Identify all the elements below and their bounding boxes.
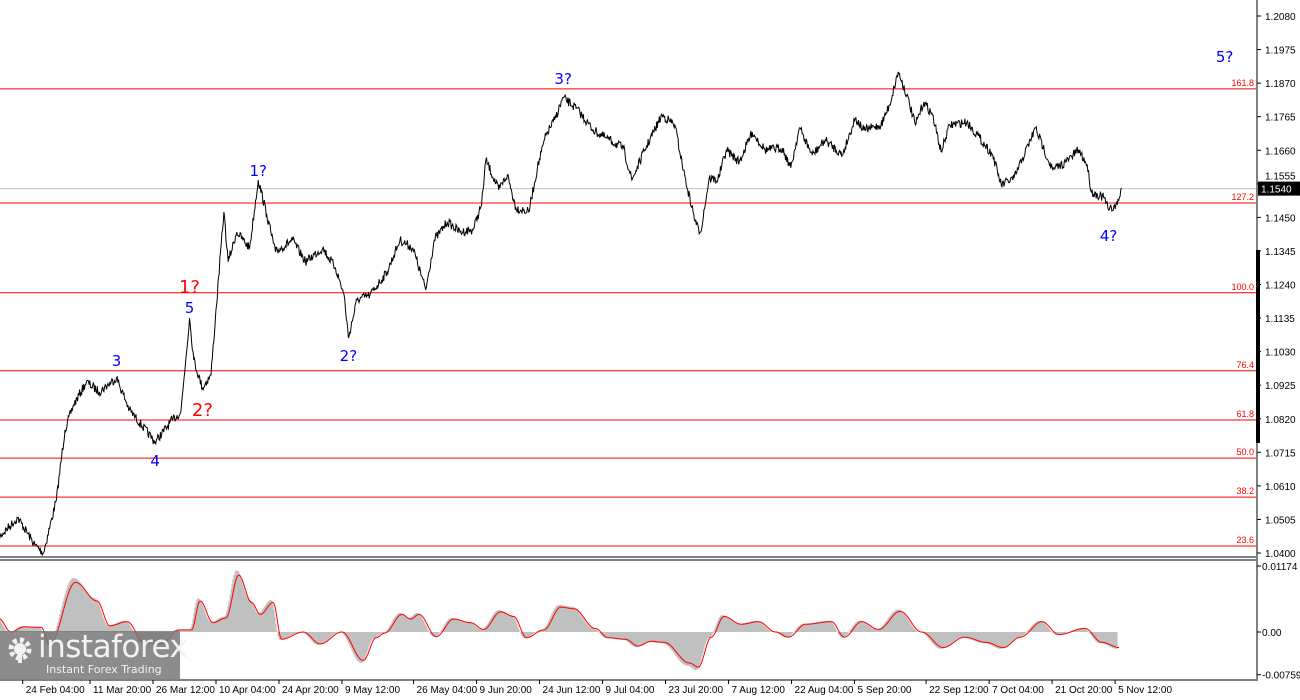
time-tick-label: 5 Nov 12:00: [1118, 685, 1172, 696]
wave-label: 3: [112, 352, 122, 370]
time-tick-label: 9 Jun 20:00: [480, 685, 533, 696]
time-tick-label: 22 Aug 04:00: [795, 685, 854, 696]
price-tick-label: 1.0820: [1265, 415, 1296, 426]
fib-level-label: 23.6: [1236, 535, 1254, 545]
price-tick-label: 1.1450: [1265, 213, 1296, 224]
time-tick-label: 7 Aug 12:00: [732, 685, 786, 696]
time-tick-label: 26 Mar 12:00: [156, 685, 215, 696]
price-tick-label: 1.1975: [1265, 46, 1296, 57]
current-price-tag: [1258, 181, 1300, 196]
wave-label: 2?: [340, 347, 358, 365]
price-tick-label: 1.1870: [1265, 79, 1296, 90]
price-tick-label: 1.0505: [1265, 515, 1296, 526]
time-tick-label: 9 May 12:00: [345, 685, 400, 696]
time-tick-label: 24 Jun 12:00: [543, 685, 601, 696]
current-price-label: 1.1540: [1261, 185, 1292, 196]
time-tick-label: 7 Oct 04:00: [992, 685, 1044, 696]
price-tick-label: 1.1765: [1265, 113, 1296, 124]
time-tick-label: 11 Mar 20:00: [93, 685, 152, 696]
logo-tagline: Instant Forex Trading: [46, 663, 162, 676]
oscillator-tick-label: 0.00: [1262, 628, 1282, 639]
price-tick-label: 1.1240: [1265, 281, 1296, 292]
gear-icon: [8, 637, 32, 663]
time-tick-label: 22 Sep 12:00: [929, 685, 989, 696]
price-tick-label: 1.1660: [1265, 146, 1296, 157]
price-tick-label: 1.2080: [1265, 12, 1296, 23]
time-tick-label: 9 Jul 04:00: [606, 685, 655, 696]
wave-label: 1?: [249, 162, 267, 180]
wave-label: 3?: [554, 70, 572, 88]
time-tick-label: 24 Apr 20:00: [282, 685, 339, 696]
price-tick-label: 1.0715: [1265, 448, 1296, 459]
wave-label: 5?: [1216, 48, 1234, 66]
oscillator-tick-label: -0.00759: [1262, 671, 1300, 682]
time-tick-label: 26 May 04:00: [417, 685, 478, 696]
time-tick-label: 10 Apr 04:00: [219, 685, 276, 696]
wave-label: 4: [150, 452, 160, 470]
fib-level-label: 161.8: [1231, 78, 1254, 88]
fib-level-label: 100.0: [1231, 282, 1254, 292]
price-tick-label: 1.0610: [1265, 482, 1296, 493]
signal-line: [0, 574, 1119, 668]
wave-label: 5: [185, 299, 195, 317]
oscillator-tick-label: 0.01174: [1262, 562, 1298, 573]
price-tick-label: 1.1345: [1265, 247, 1296, 258]
time-tick-label: 21 Oct 20:00: [1055, 685, 1113, 696]
fibonacci-levels: 161.8 127.2 100.0 76.4 61.8 50.0 38.2 23.6: [0, 78, 1256, 547]
price-tick-label: 1.1135: [1265, 314, 1295, 325]
time-tick-label: 24 Feb 04:00: [26, 685, 85, 696]
wave-label: 2?: [192, 400, 213, 421]
wave-label: 1?: [179, 277, 200, 298]
price-tick-label: 1.0925: [1265, 381, 1296, 392]
instaforex-logo: instaforex Instant Forex Trading: [0, 629, 188, 679]
price-tick-label: 1.1555: [1265, 172, 1296, 183]
logo-name: instaforex: [38, 629, 188, 665]
price-tick-label: 1.0400: [1265, 549, 1296, 560]
time-tick-label: 5 Sep 20:00: [858, 685, 912, 696]
fib-level-label: 127.2: [1231, 192, 1254, 202]
chart-shift-marker[interactable]: [1256, 250, 1260, 443]
fib-level-label: 38.2: [1236, 486, 1254, 496]
price-tick-label: 1.1030: [1265, 348, 1296, 359]
time-tick-label: 23 Jul 20:00: [669, 685, 724, 696]
price-series-line: [0, 71, 1122, 557]
fib-level-label: 76.4: [1236, 360, 1254, 370]
fib-level-label: 61.8: [1236, 409, 1254, 419]
fib-level-label: 50.0: [1236, 447, 1254, 457]
wave-label: 4?: [1100, 227, 1118, 245]
